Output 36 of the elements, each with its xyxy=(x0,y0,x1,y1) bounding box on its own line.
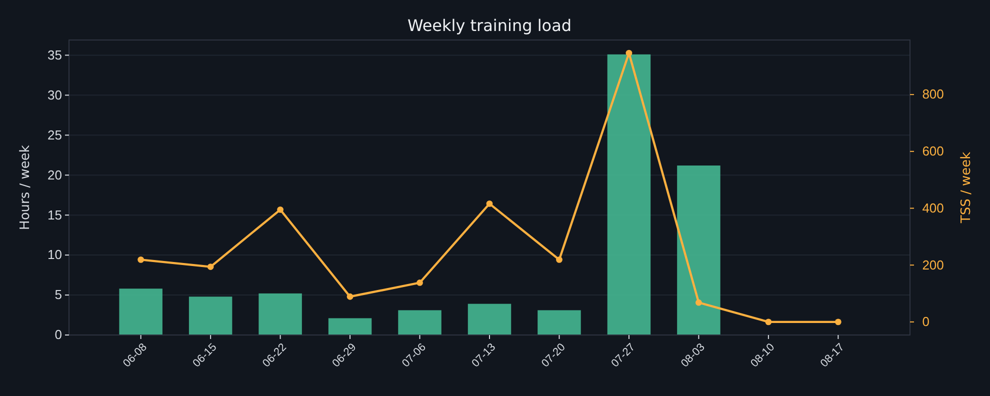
point xyxy=(207,264,214,270)
y-tick-label: 5 xyxy=(54,287,62,302)
y2-tick-label: 800 xyxy=(922,86,944,102)
y2-tick-label: 0 xyxy=(922,314,930,330)
chart-title: Weekly training load xyxy=(407,16,572,35)
point xyxy=(416,280,423,286)
y-tick-label: 25 xyxy=(48,127,62,142)
point xyxy=(277,206,284,213)
y-tick-label: 0 xyxy=(54,327,62,342)
bar xyxy=(119,288,162,335)
y2-axis-title: TSS / week xyxy=(959,151,974,224)
y-tick-label: 30 xyxy=(48,87,62,102)
bar xyxy=(607,54,651,335)
bar xyxy=(398,310,442,335)
bar xyxy=(468,304,512,335)
bar xyxy=(328,318,372,335)
bar xyxy=(258,293,302,335)
point xyxy=(765,318,772,326)
y2-tick-label: 200 xyxy=(922,257,944,272)
y-tick-label: 15 xyxy=(48,207,62,222)
point xyxy=(486,200,493,207)
y2-tick-label: 400 xyxy=(922,200,944,216)
point xyxy=(626,50,632,56)
point xyxy=(834,318,842,326)
point xyxy=(346,293,354,300)
point xyxy=(696,299,702,306)
y-tick-label: 35 xyxy=(48,47,62,62)
y-tick-label: 10 xyxy=(48,247,62,262)
point xyxy=(556,256,562,263)
bar xyxy=(188,296,232,335)
point xyxy=(138,256,144,263)
y-tick-label: 20 xyxy=(48,167,62,182)
y-axis-title: Hours / week xyxy=(18,144,33,230)
bar xyxy=(538,310,581,335)
y2-tick-label: 600 xyxy=(922,144,944,159)
bar xyxy=(677,166,720,335)
